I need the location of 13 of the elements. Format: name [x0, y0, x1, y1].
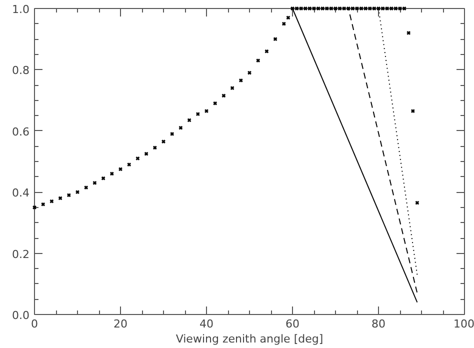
x-tick-label: 0 — [31, 318, 38, 330]
y-tick-label: 0.4 — [12, 186, 30, 200]
x-tick-label: 40 — [200, 318, 214, 330]
y-tick-label: 0.0 — [12, 309, 30, 322]
x-tick-label: 80 — [372, 318, 386, 330]
x-tick-label: 60 — [286, 318, 300, 330]
x-axis-title: Viewing zenith angle [deg] — [176, 332, 324, 346]
x-tick-label: 20 — [114, 318, 128, 330]
y-tick-label: 0.8 — [12, 64, 30, 78]
y-tick-label: 0.2 — [12, 248, 30, 261]
y-tick-label: 0.6 — [12, 125, 30, 138]
x-tick-label: 100 — [454, 318, 474, 330]
y-tick-label: 1.0 — [12, 3, 30, 16]
